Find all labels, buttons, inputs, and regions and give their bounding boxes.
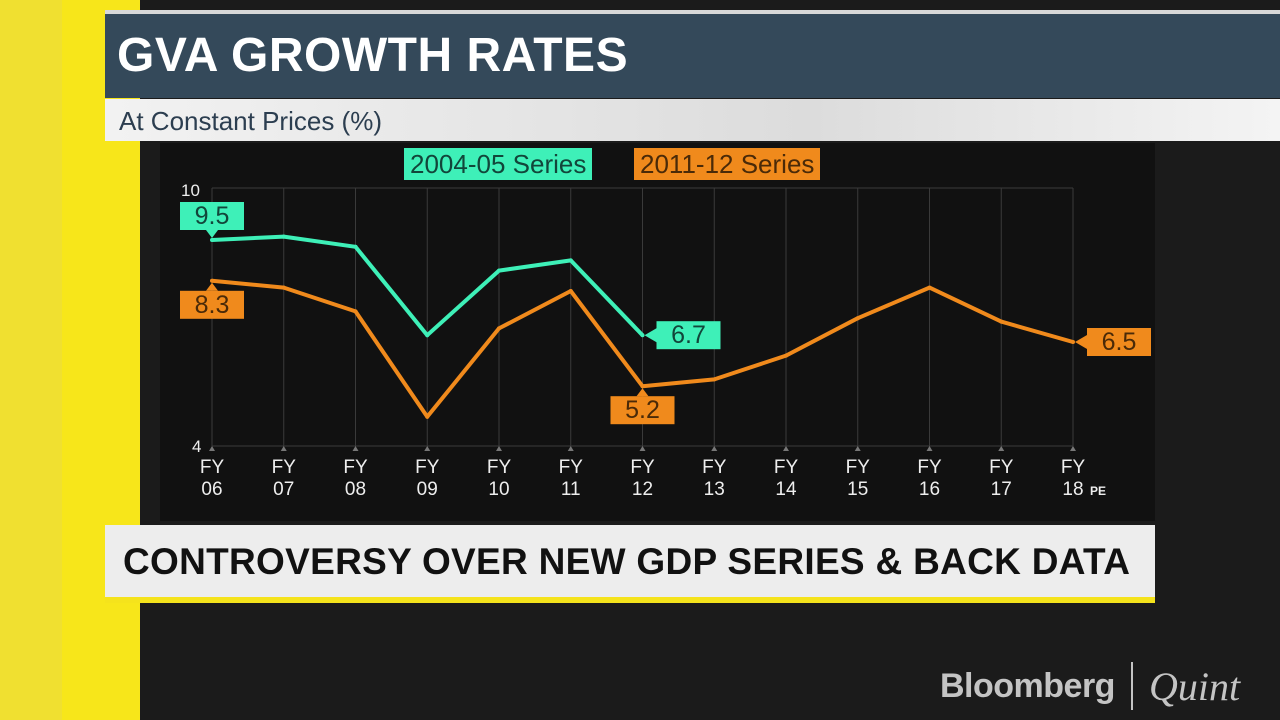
data-point xyxy=(353,309,358,314)
headline-text: CONTROVERSY OVER NEW GDP SERIES & BACK D… xyxy=(123,541,1131,582)
x-tick-label: FY 07 xyxy=(272,457,297,500)
tick-marker xyxy=(1070,446,1076,451)
headline-banner: CONTROVERSY OVER NEW GDP SERIES & BACK D… xyxy=(105,525,1155,603)
data-label: 9.5 xyxy=(195,202,230,230)
data-point xyxy=(927,285,932,290)
yellow-stripe-outer xyxy=(0,0,62,720)
data-label-pointer xyxy=(206,282,218,291)
data-point xyxy=(640,384,645,389)
x-tick-label: FY 11 xyxy=(559,457,584,500)
tick-marker xyxy=(352,446,359,451)
tick-marker xyxy=(496,446,502,451)
logo-bloomberg: Bloomberg xyxy=(940,666,1115,705)
page-title: GVA GROWTH RATES xyxy=(117,29,629,82)
tick-marker xyxy=(209,446,215,451)
data-point xyxy=(1071,340,1075,344)
x-tick-note: PE xyxy=(1090,484,1106,498)
data-point xyxy=(281,285,286,290)
data-label: 8.3 xyxy=(195,291,230,319)
tick-marker xyxy=(783,446,789,451)
tick-marker xyxy=(567,446,574,451)
x-tick-label: FY 15 xyxy=(846,457,871,500)
tick-marker xyxy=(926,446,933,451)
x-tick-label: FY 08 xyxy=(343,457,368,500)
data-label-box xyxy=(1087,328,1151,356)
data-label-box xyxy=(610,396,675,425)
data-label: 6.7 xyxy=(671,321,706,349)
data-point xyxy=(568,289,573,293)
data-point xyxy=(425,333,430,338)
data-point xyxy=(497,268,501,273)
data-label-box xyxy=(656,321,721,350)
data-point xyxy=(999,319,1004,324)
x-tick-label: FY 17 xyxy=(989,457,1014,500)
data-label-pointer xyxy=(644,328,657,343)
data-point xyxy=(210,238,214,242)
tick-marker xyxy=(998,446,1005,451)
x-tick-label: FY 16 xyxy=(917,457,942,500)
data-label-pointer xyxy=(1075,335,1087,349)
tick-marker xyxy=(280,446,287,451)
data-point xyxy=(855,316,860,321)
logo-quint: Quint xyxy=(1148,663,1241,709)
tick-marker xyxy=(639,446,646,451)
chart-subtitle: At Constant Prices (%) xyxy=(119,106,382,136)
y-tick-label: 10 xyxy=(181,181,200,200)
tick-marker xyxy=(711,446,718,451)
x-tick-label: FY 18 xyxy=(1061,457,1086,500)
data-point xyxy=(281,234,286,239)
data-point xyxy=(353,244,358,249)
data-label-pointer xyxy=(636,388,649,397)
x-tick-label: FY 09 xyxy=(415,457,440,500)
data-point xyxy=(568,258,573,263)
data-point xyxy=(640,333,645,338)
bloomberg-quint-logo: Bloomberg Quint xyxy=(940,662,1240,710)
data-point xyxy=(784,353,788,358)
x-tick-label: FY 10 xyxy=(487,457,512,500)
tick-marker xyxy=(854,446,861,451)
y-tick-label: 4 xyxy=(192,437,201,456)
data-point xyxy=(712,377,717,382)
x-tick-label: FY 13 xyxy=(702,457,727,500)
data-point xyxy=(497,326,501,331)
data-point xyxy=(210,278,214,283)
title-bar: GVA GROWTH RATES xyxy=(105,10,1280,98)
data-label-box xyxy=(180,202,244,230)
x-tick-label: FY 06 xyxy=(200,457,225,500)
tick-marker xyxy=(424,446,431,451)
legend-2004-05-series: 2004-05 Series xyxy=(404,148,593,180)
data-point xyxy=(425,414,430,419)
legend-2011-12-series: 2011-12 Series xyxy=(634,148,821,180)
x-tick-label: FY 14 xyxy=(774,457,799,500)
logo-divider xyxy=(1130,662,1133,710)
data-label-pointer xyxy=(206,230,218,238)
data-label: 6.5 xyxy=(1102,328,1137,356)
data-label: 5.2 xyxy=(625,396,660,424)
data-label-box xyxy=(180,290,244,319)
subtitle-bar: At Constant Prices (%) xyxy=(105,99,1280,141)
x-tick-label: FY 12 xyxy=(630,457,655,500)
